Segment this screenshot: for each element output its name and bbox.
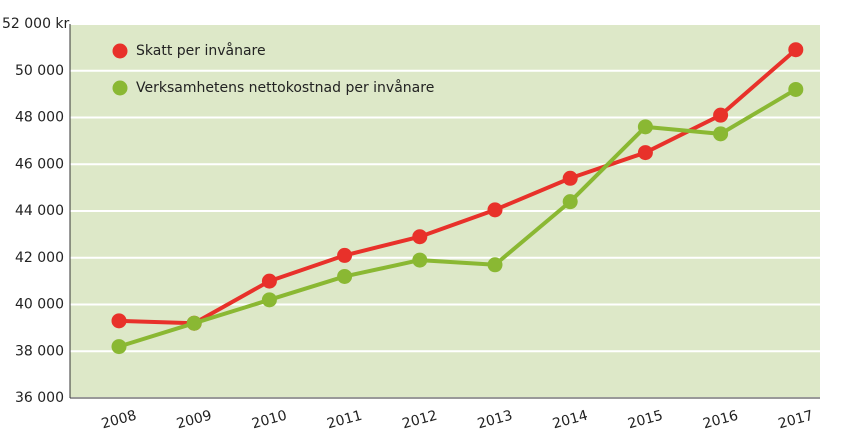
y-tick-label: 40 000 bbox=[15, 297, 64, 313]
x-tick-label: 2009 bbox=[175, 408, 214, 433]
y-tick-label: 42 000 bbox=[15, 250, 64, 266]
x-tick-label: 2017 bbox=[777, 408, 816, 433]
point bbox=[788, 42, 804, 58]
point bbox=[713, 126, 729, 142]
point bbox=[261, 273, 277, 289]
x-tick-label: 2016 bbox=[701, 408, 740, 433]
y-tick-label: 44 000 bbox=[15, 203, 64, 219]
y-tick-label: 38 000 bbox=[15, 343, 64, 359]
point bbox=[111, 339, 127, 355]
point bbox=[637, 145, 653, 161]
x-tick-label: 2011 bbox=[325, 408, 364, 433]
point bbox=[562, 170, 578, 186]
y-tick-label: 48 000 bbox=[15, 110, 64, 126]
x-tick-label: 2012 bbox=[401, 408, 440, 433]
point bbox=[111, 313, 127, 329]
point bbox=[337, 268, 353, 284]
legend-label: Verksamhetens nettokostnad per invånare bbox=[136, 79, 434, 96]
point bbox=[261, 292, 277, 308]
y-tick-label: 52 000 kr bbox=[2, 16, 70, 32]
x-tick-label: 2013 bbox=[476, 408, 515, 433]
x-tick-label: 2008 bbox=[100, 408, 139, 433]
series-line bbox=[118, 87, 797, 349]
x-tick-label: 2015 bbox=[626, 408, 665, 433]
series-line bbox=[118, 48, 798, 326]
x-tick-label: 2014 bbox=[551, 408, 590, 433]
point bbox=[412, 229, 428, 245]
point bbox=[713, 107, 729, 123]
legend-marker bbox=[112, 80, 128, 96]
point bbox=[637, 119, 653, 135]
y-tick-label: 46 000 bbox=[15, 156, 64, 172]
point bbox=[186, 315, 202, 331]
point bbox=[788, 81, 804, 97]
x-tick-label: 2010 bbox=[250, 408, 289, 433]
point bbox=[562, 194, 578, 210]
y-tick-label: 36 000 bbox=[15, 390, 64, 406]
y-tick-label: 50 000 bbox=[15, 63, 64, 79]
point bbox=[487, 202, 503, 218]
point bbox=[487, 257, 503, 273]
legend-label: Skatt per invånare bbox=[136, 42, 266, 59]
point bbox=[337, 247, 353, 263]
point bbox=[412, 252, 428, 268]
legend-marker bbox=[112, 43, 128, 59]
